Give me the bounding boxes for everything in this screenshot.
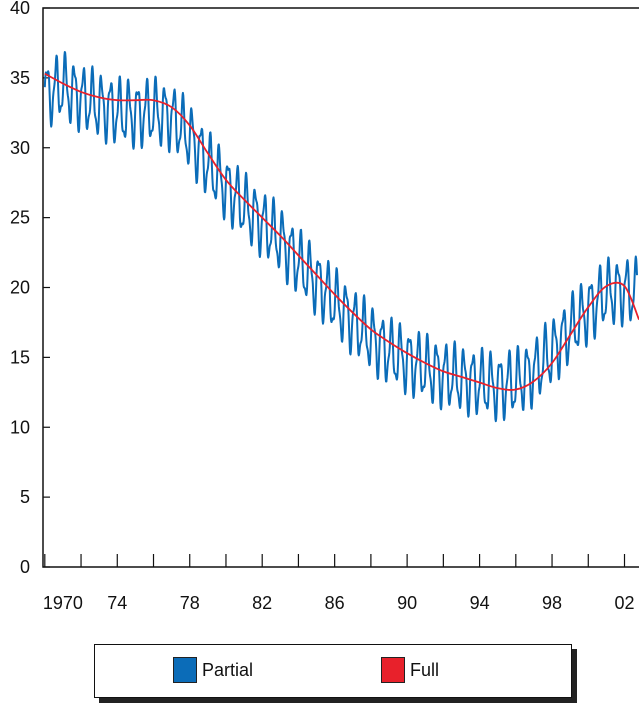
y-tick-label: 5 bbox=[20, 487, 30, 507]
legend-label-full: Full bbox=[410, 659, 440, 680]
x-tick-label: 90 bbox=[397, 593, 417, 613]
x-tick-label: 78 bbox=[180, 593, 200, 613]
legend-swatch-partial bbox=[173, 657, 197, 683]
x-tick-label: 86 bbox=[325, 593, 345, 613]
series-line-partial bbox=[43, 51, 638, 423]
plot-frame bbox=[42, 7, 639, 568]
axes bbox=[42, 7, 639, 568]
y-tick-label: 25 bbox=[10, 208, 30, 228]
y-tick-label: 20 bbox=[10, 278, 30, 298]
x-tick-label: 98 bbox=[542, 593, 562, 613]
y-axis-ticks: 0 5 10 15 20 25 30 35 40 bbox=[10, 0, 50, 577]
y-tick-label: 30 bbox=[10, 138, 30, 158]
y-tick-label: 35 bbox=[10, 68, 30, 88]
series-line-full bbox=[44, 72, 639, 391]
x-tick-label: 94 bbox=[470, 593, 490, 613]
legend-label-partial: Partial bbox=[202, 659, 254, 680]
series-layer bbox=[43, 51, 639, 423]
y-tick-label: 10 bbox=[10, 417, 30, 437]
legend: Partial Full bbox=[94, 644, 572, 698]
y-tick-label: 40 bbox=[10, 0, 30, 18]
x-tick-label: 82 bbox=[252, 593, 272, 613]
legend-item-partial: Partial bbox=[173, 657, 253, 683]
x-tick-label: 74 bbox=[107, 593, 127, 613]
chart: 0 5 10 15 20 25 30 35 40 1970 74 78 82 86 90 94 98 02 bbox=[10, 0, 639, 613]
y-tick-label: 15 bbox=[10, 347, 30, 367]
legend-swatch-full bbox=[381, 657, 405, 683]
x-tick-label: 02 bbox=[614, 593, 634, 613]
y-tick-label: 0 bbox=[20, 557, 30, 577]
legend-item-full: Full bbox=[381, 657, 439, 683]
x-tick-label: 1970 bbox=[43, 593, 83, 613]
x-axis-ticks: 1970 74 78 82 86 90 94 98 02 bbox=[43, 554, 635, 613]
